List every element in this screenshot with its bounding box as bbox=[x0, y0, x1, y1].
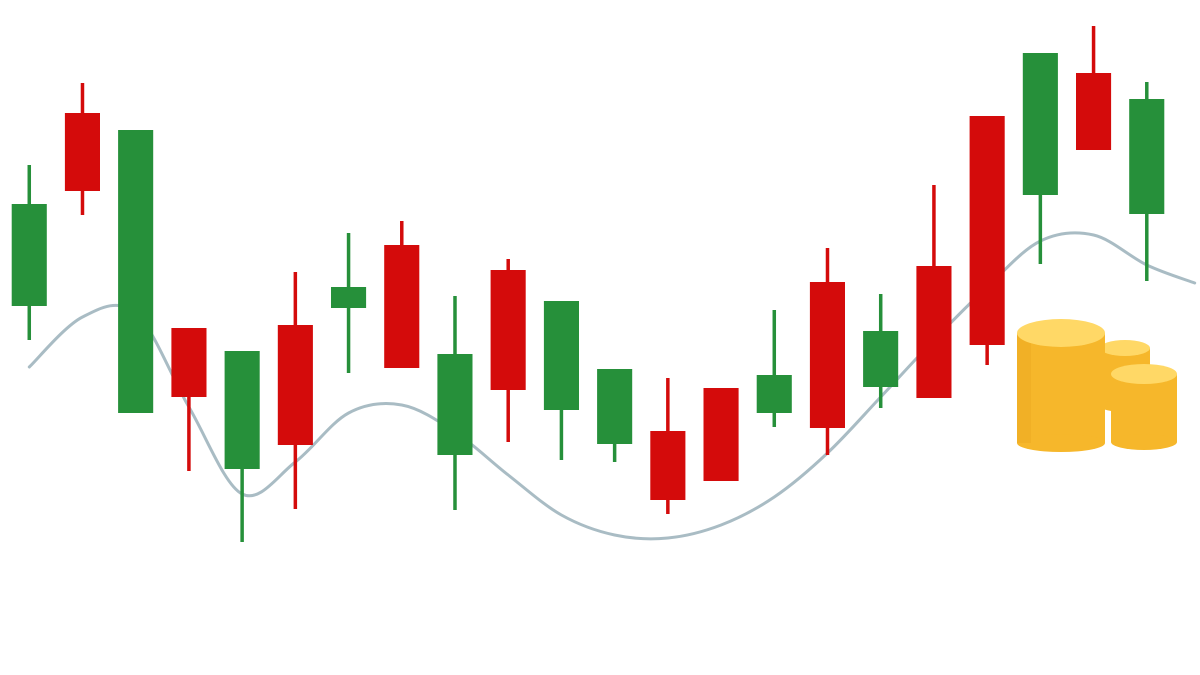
candle-body bbox=[437, 354, 473, 455]
candle-7 bbox=[331, 233, 367, 373]
candle-body bbox=[863, 331, 899, 387]
candle-12 bbox=[597, 369, 633, 462]
candle-body bbox=[384, 245, 420, 368]
candle-22 bbox=[1129, 82, 1165, 281]
candle-body bbox=[64, 113, 100, 191]
candle-20 bbox=[1022, 53, 1058, 264]
coins-stack-icon bbox=[1017, 319, 1177, 452]
candle-16 bbox=[809, 248, 845, 455]
candle-body bbox=[650, 431, 686, 500]
candle-6 bbox=[277, 272, 313, 509]
candle-18 bbox=[916, 185, 952, 398]
coin-large-icon bbox=[1017, 319, 1105, 452]
candle-19 bbox=[969, 116, 1005, 365]
candle-body bbox=[277, 325, 313, 445]
candle-body bbox=[1022, 53, 1058, 195]
candle-1 bbox=[11, 165, 47, 340]
candle-body bbox=[756, 375, 792, 413]
candle-body bbox=[597, 369, 633, 444]
candle-body bbox=[916, 266, 952, 398]
candle-body bbox=[809, 282, 845, 428]
candle-body bbox=[969, 116, 1005, 345]
candle-body bbox=[490, 270, 526, 390]
candle-body bbox=[543, 301, 579, 410]
candle-15 bbox=[756, 310, 792, 427]
candle-body bbox=[1076, 73, 1112, 150]
candle-body bbox=[118, 130, 154, 413]
candle-body bbox=[11, 204, 47, 306]
candle-9 bbox=[437, 296, 473, 510]
candle-14 bbox=[703, 388, 739, 481]
candle-11 bbox=[543, 301, 579, 460]
candle-8 bbox=[384, 221, 420, 368]
candle-5 bbox=[224, 351, 260, 542]
candle-2 bbox=[64, 83, 100, 215]
candle-10 bbox=[490, 259, 526, 442]
coin-front-icon bbox=[1111, 364, 1177, 450]
candle-body bbox=[331, 287, 367, 308]
candle-13 bbox=[650, 378, 686, 514]
candle-21 bbox=[1076, 26, 1112, 150]
candle-layer bbox=[11, 26, 1165, 542]
candle-body bbox=[703, 388, 739, 481]
candle-body bbox=[224, 351, 260, 469]
candle-body bbox=[171, 328, 207, 397]
candle-17 bbox=[863, 294, 899, 408]
candle-3 bbox=[118, 130, 154, 413]
candle-4 bbox=[171, 328, 207, 471]
candle-body bbox=[1129, 99, 1165, 214]
